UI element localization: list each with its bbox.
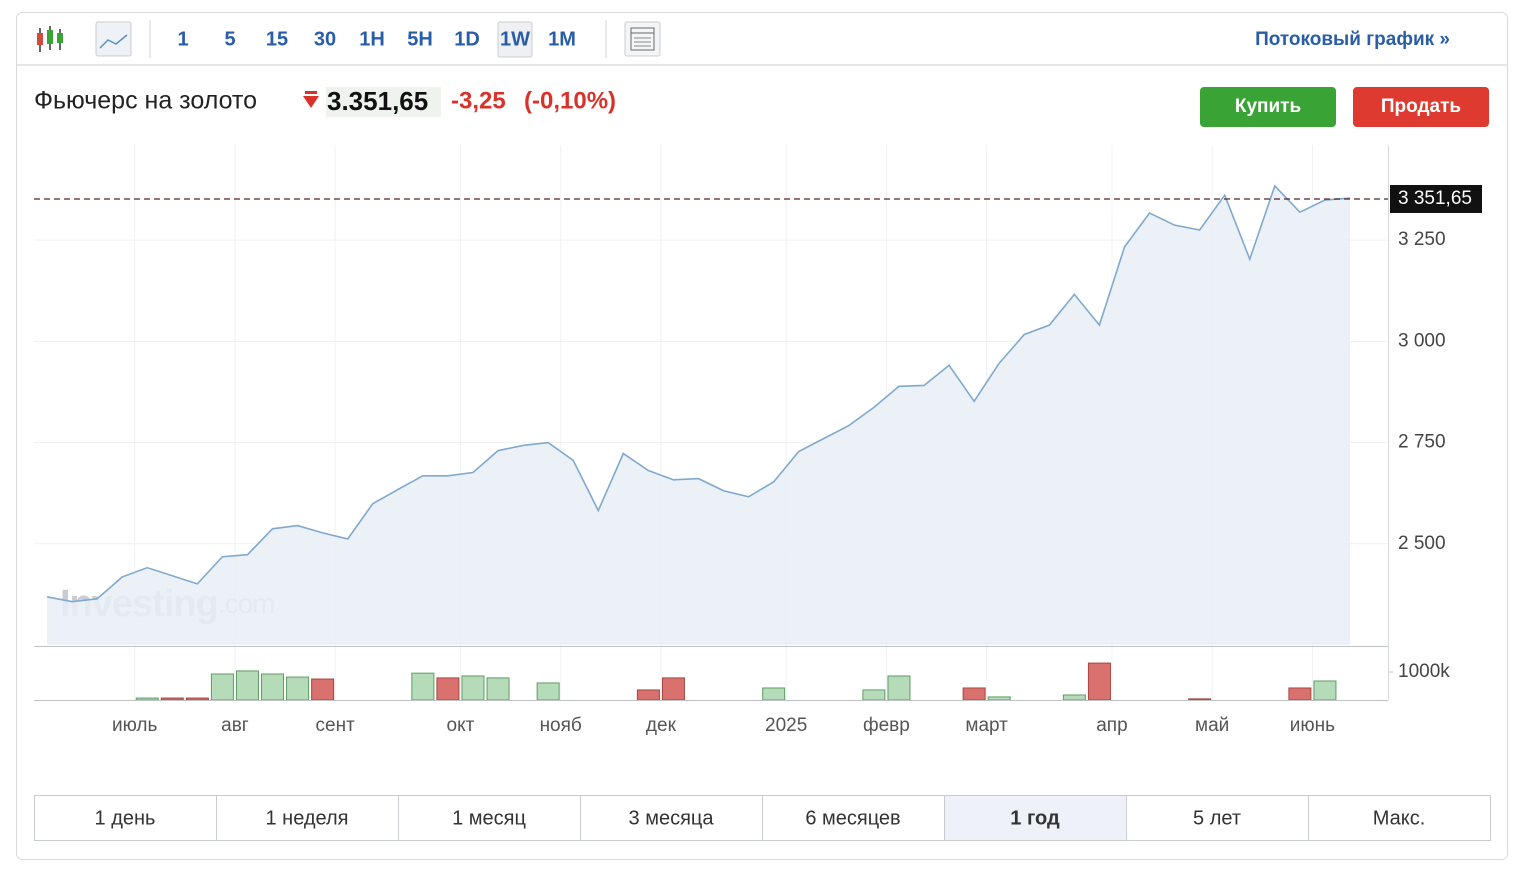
- change-pct: (-0,10%): [524, 87, 616, 114]
- range-label[interactable]: 1 год: [1010, 807, 1060, 829]
- volume-bar: [536, 682, 560, 701]
- x-tick-label: июнь: [1290, 715, 1335, 736]
- price-line: [46, 184, 1351, 603]
- candle-icon[interactable]: [37, 26, 63, 52]
- interval-button[interactable]: 1D: [454, 28, 480, 50]
- range-label[interactable]: 5 лет: [1193, 807, 1241, 829]
- volume-bar: [887, 675, 911, 701]
- volume-bar: [436, 677, 460, 701]
- interval-button[interactable]: 1H: [359, 28, 385, 50]
- range-label[interactable]: 6 месяцев: [805, 807, 900, 829]
- last-price-badge: [1390, 184, 1482, 213]
- area: [47, 185, 1350, 645]
- range-label[interactable]: Макс.: [1373, 807, 1426, 829]
- volume-bar: [862, 689, 886, 701]
- interval-button[interactable]: 1: [177, 28, 188, 50]
- x-tick-label: сент: [316, 715, 356, 736]
- volume-bar: [135, 697, 159, 701]
- x-tick-label: март: [965, 715, 1008, 736]
- y2-tick-label: 1000k: [1398, 661, 1450, 682]
- x-tick-label: 2025: [765, 715, 807, 736]
- x-tick-label: окт: [447, 715, 475, 736]
- instrument-name: Фьючерс на золото: [34, 87, 257, 115]
- range-label[interactable]: 3 месяца: [629, 807, 715, 829]
- volume-bar: [661, 677, 685, 701]
- interval-button[interactable]: 5: [224, 28, 235, 50]
- last-price-label: 3 351,65: [1398, 188, 1472, 209]
- interval-button[interactable]: 30: [314, 28, 336, 50]
- range-button[interactable]: [216, 795, 399, 841]
- interval-button[interactable]: 5H: [407, 28, 433, 50]
- volume-bar: [962, 687, 986, 701]
- x-tick-label: апр: [1096, 715, 1127, 736]
- range-button[interactable]: [580, 795, 763, 841]
- volume-bar: [762, 687, 786, 701]
- down-arrow: [303, 91, 319, 108]
- volume-bar: [311, 678, 335, 701]
- y-tick-label: 2 750: [1398, 432, 1446, 453]
- volume-bar: [210, 673, 234, 701]
- volume-bar: [286, 676, 310, 701]
- range-button[interactable]: [398, 795, 581, 841]
- layout-icon[interactable]: [624, 21, 661, 57]
- change: -3,25: [451, 87, 506, 114]
- interval-active: [497, 21, 533, 58]
- volume-bar: [987, 696, 1011, 701]
- range-label[interactable]: 1 месяц: [452, 807, 526, 829]
- range-button[interactable]: [1308, 795, 1491, 841]
- interval-button[interactable]: 1M: [548, 28, 576, 50]
- volume-bar: [636, 689, 660, 701]
- volume-bar: [1313, 680, 1337, 701]
- buy-label[interactable]: Купить: [1235, 96, 1301, 117]
- volume-bar: [1087, 662, 1111, 701]
- volume-bar: [1288, 687, 1312, 701]
- x-tick-label: май: [1195, 715, 1229, 736]
- range-label[interactable]: 1 неделя: [265, 807, 348, 829]
- price: 3.351,65: [327, 86, 428, 116]
- x-tick-label: июль: [112, 715, 158, 736]
- stream-link[interactable]: Потоковый график »: [1255, 29, 1450, 50]
- range-button[interactable]: [762, 795, 945, 841]
- x-tick-label: дек: [646, 715, 677, 736]
- x-tick-label: авг: [221, 715, 249, 736]
- volume-bar: [486, 677, 510, 701]
- x-tick-label: февр: [863, 715, 910, 736]
- volume-bar: [235, 670, 259, 701]
- sell-button[interactable]: Продать: [1353, 87, 1489, 127]
- volume-bar: [160, 697, 184, 701]
- sell-label[interactable]: Продать: [1381, 96, 1461, 117]
- volume-bar: [1188, 698, 1212, 701]
- range-button[interactable]: [34, 795, 217, 841]
- x-tick-label: нояб: [540, 715, 582, 736]
- chart: июль авг сент окт нояб дек 2025 февр март апр май и…: [34, 145, 1482, 736]
- price-highlight: [326, 87, 441, 117]
- volume-bar: [261, 673, 285, 701]
- buy-button[interactable]: Купить: [1200, 87, 1336, 127]
- y-tick-label: 2 500: [1398, 533, 1446, 554]
- interval-button[interactable]: 1W: [500, 28, 530, 50]
- volume-bar: [185, 697, 209, 701]
- volume-bar: [411, 672, 435, 701]
- interval-button[interactable]: 15: [266, 28, 288, 50]
- card: [16, 12, 1508, 860]
- range-label[interactable]: 1 день: [95, 807, 156, 829]
- volume-bar: [461, 675, 485, 701]
- y-tick-label: 3 250: [1398, 229, 1446, 250]
- area-icon[interactable]: [95, 21, 132, 57]
- y-tick-label: 3 000: [1398, 330, 1446, 351]
- volume-bar: [1062, 694, 1086, 701]
- range-button[interactable]: [1126, 795, 1309, 841]
